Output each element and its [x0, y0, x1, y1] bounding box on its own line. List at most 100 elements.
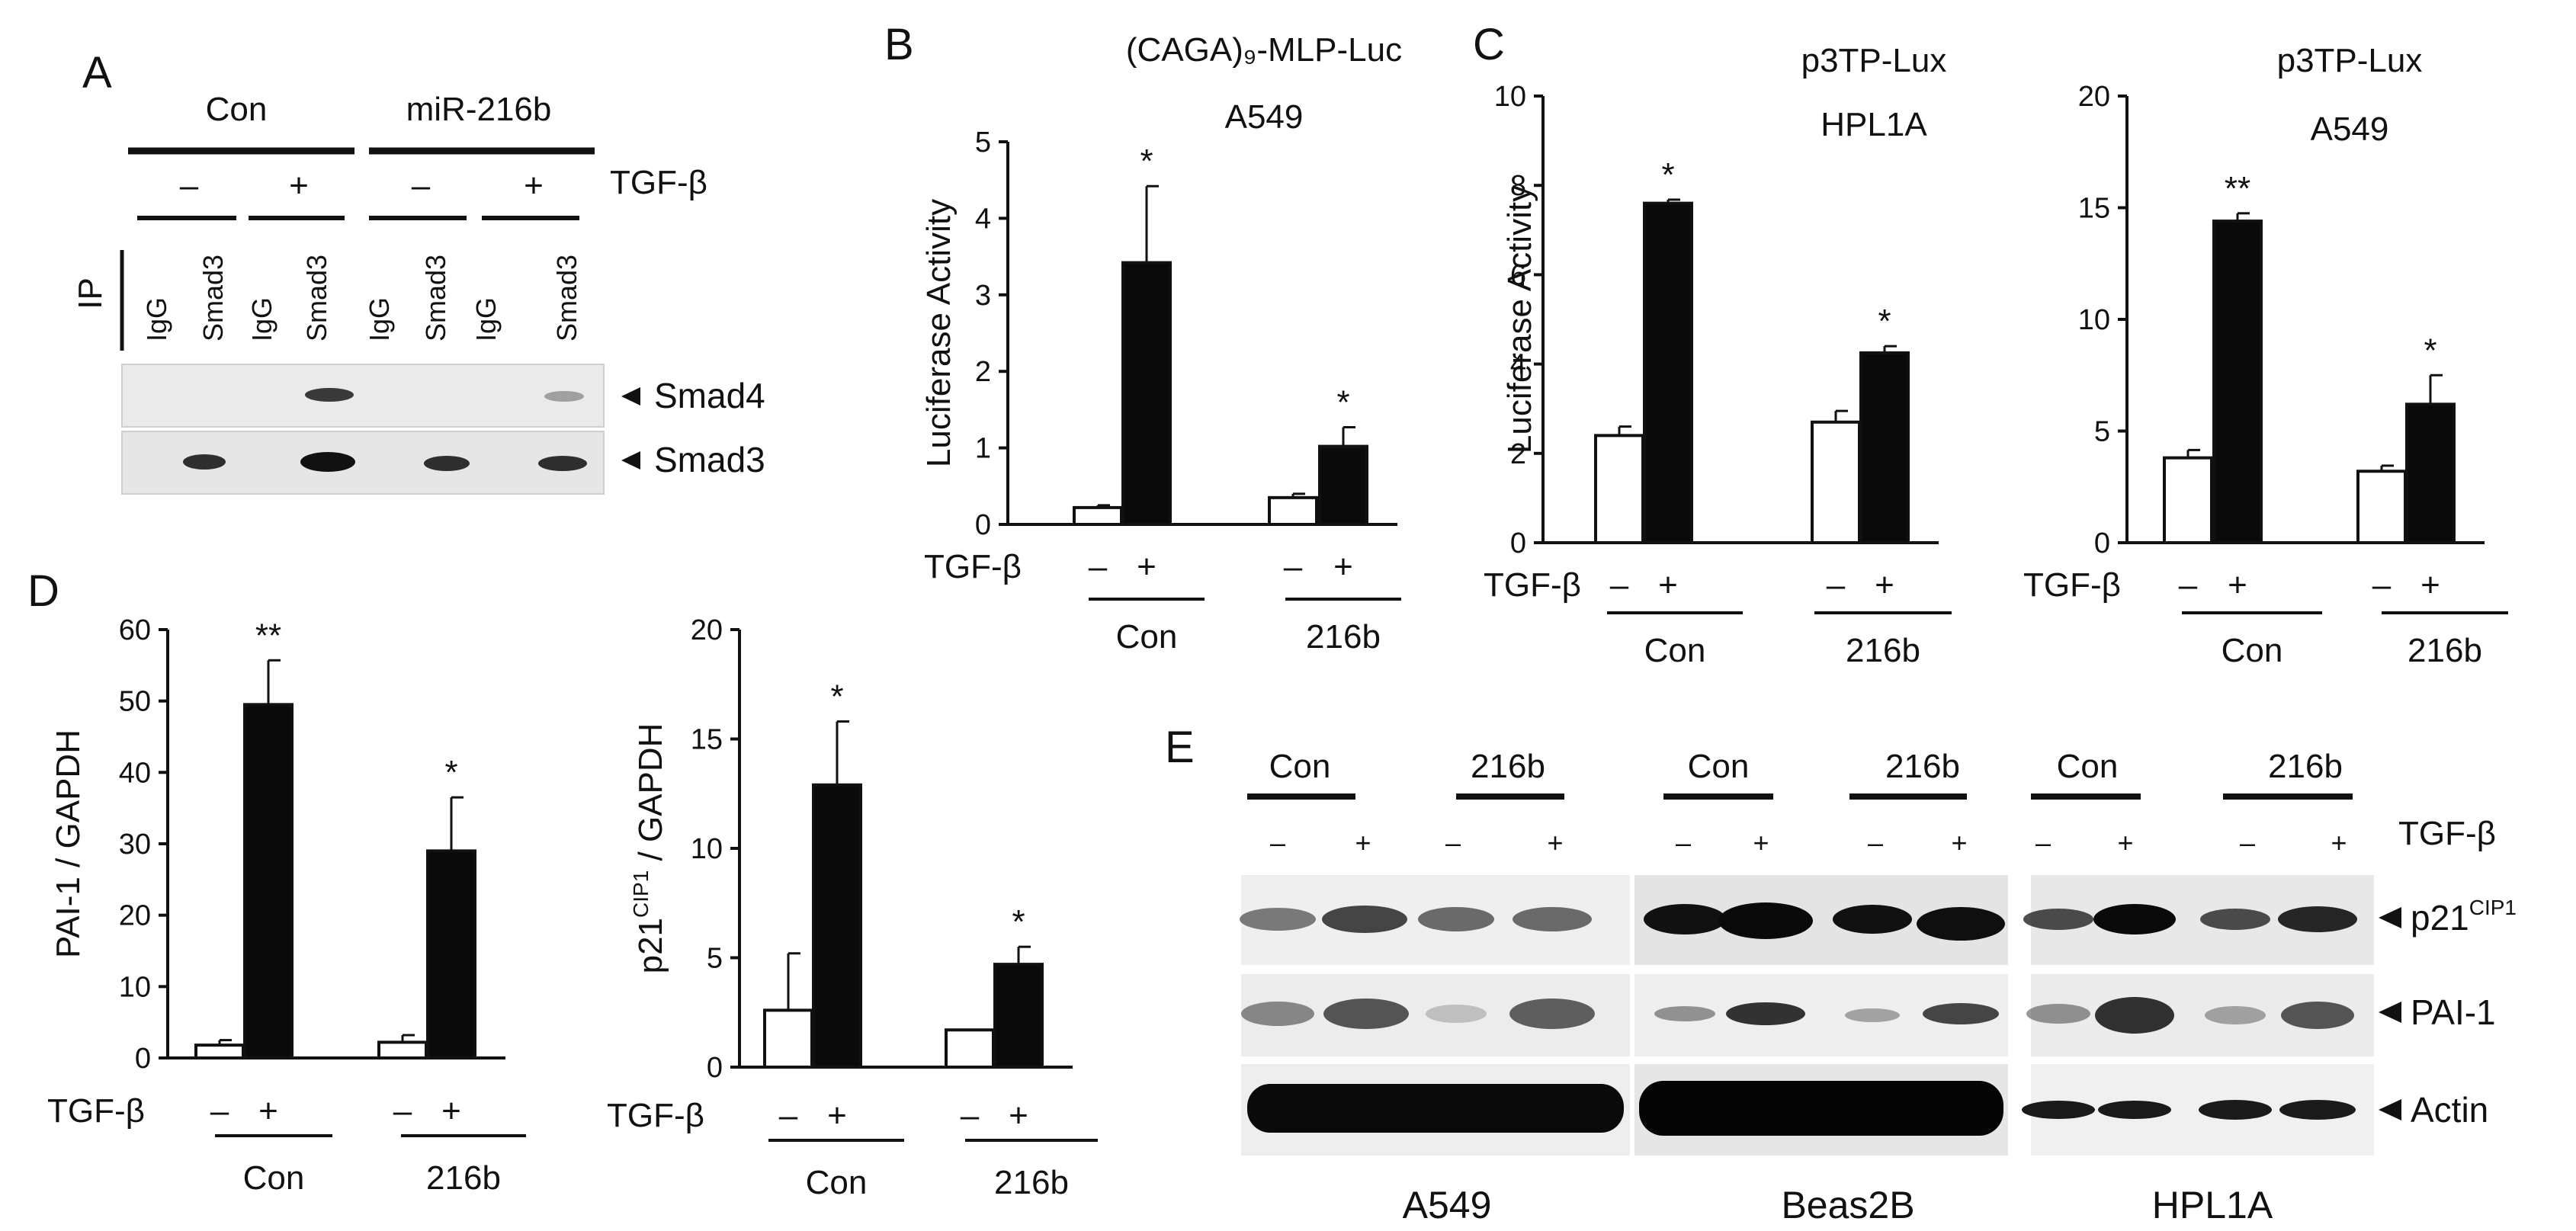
lane-label: IgG [246, 297, 277, 341]
group-label: Con [2222, 632, 2283, 669]
panel-d-letter: D [27, 566, 59, 616]
y-tick-label: 6 [1510, 259, 1526, 291]
blot-band [183, 454, 226, 470]
significance-star: ** [255, 617, 281, 654]
significance-star: * [1661, 156, 1674, 194]
panel-a-sign-1: – [180, 167, 199, 204]
panel-e-treatment-label: TGF-β [2398, 815, 2496, 852]
significance-star: * [1140, 143, 1153, 180]
y-tick-label: 20 [119, 900, 151, 932]
treatment-sign: + [2228, 566, 2247, 604]
bar [812, 783, 862, 1069]
y-tick-label: 10 [119, 971, 151, 1003]
blot-band [424, 456, 470, 471]
panel-e-letter: E [1165, 723, 1195, 772]
treatment-sign: + [1137, 548, 1156, 585]
significance-star: * [1012, 903, 1025, 941]
bar [377, 1040, 428, 1059]
blot-band [2200, 909, 2270, 930]
chart-c-hpl1a: 0 2 4 6 8 10 p3TP-Lux HPL1A Luciferase Activity *… [1484, 42, 1952, 669]
bar [945, 1028, 995, 1069]
blot-band [2205, 1006, 2266, 1024]
significance-star: * [1878, 303, 1891, 340]
group-label: 216b [426, 1159, 501, 1197]
treatment-sign: + [2420, 566, 2440, 604]
lane-label: Smad3 [197, 255, 229, 341]
arrow-left-icon [2379, 1099, 2401, 1120]
bar [1268, 495, 1318, 526]
sign: – [1868, 827, 1883, 858]
sign: + [1355, 827, 1371, 858]
treatment-sign: – [779, 1097, 798, 1134]
y-tick-label: 4 [975, 203, 991, 235]
bar [2163, 456, 2213, 544]
sign: + [1753, 827, 1769, 858]
group-label: Con [1644, 632, 1706, 669]
y-tick-label: 8 [1510, 170, 1526, 202]
blot-band [538, 456, 587, 471]
treatment-sign: + [441, 1092, 461, 1130]
y-tick-label: 0 [1510, 527, 1526, 559]
blot-band [1509, 999, 1595, 1029]
y-tick-label: 0 [707, 1052, 723, 1084]
significance-star: * [444, 754, 457, 791]
chart-b-caga: 0 1 2 3 4 5 (CAGA)₉-MLP-Luc A549 Luciferase Acti… [920, 31, 1402, 656]
group-label: Con [1116, 618, 1178, 656]
bar [1318, 444, 1368, 526]
y-tick-label: 5 [975, 127, 991, 159]
y-tick-label: 1 [975, 433, 991, 465]
y-axis-label: p21CIP1 / GAPDH [629, 723, 669, 974]
panel-c-letter: C [1473, 20, 1505, 69]
panel-e-beas2b-216b: 216b [1885, 748, 1960, 785]
blot-band [1240, 908, 1316, 931]
y-tick-label: 0 [135, 1043, 151, 1075]
panel-e-a549-con: Con [1269, 748, 1331, 785]
sign: + [2331, 827, 2347, 858]
bar [194, 1043, 245, 1060]
sign: + [2117, 827, 2133, 858]
treatment-sign: + [1658, 566, 1678, 604]
y-tick-label: 15 [691, 724, 723, 756]
panel-a-band-smad3: Smad3 [654, 440, 765, 479]
chart-title: (CAGA)₉-MLP-Luc [1126, 31, 1402, 69]
blot-band [2023, 909, 2093, 930]
treatment-label: TGF-β [2023, 566, 2121, 604]
blot-band [1639, 1081, 2003, 1136]
treatment-sign: + [1875, 566, 1894, 604]
y-tick-label: 4 [1510, 349, 1526, 381]
panel-e-band-actin: Actin [2411, 1090, 2488, 1130]
blot-band [2026, 1004, 2090, 1024]
lane-label: Smad3 [551, 255, 582, 341]
sign: – [1676, 827, 1691, 858]
y-tick-label: 10 [1494, 81, 1526, 113]
blot-band [2278, 906, 2357, 932]
chart-title: p3TP-Lux [2277, 42, 2423, 79]
panel-a-letter: A [82, 48, 112, 98]
lane-label: IgG [141, 297, 172, 341]
blot-band [1718, 902, 1813, 939]
bar [2356, 470, 2407, 544]
panel-a-treatment-label: TGF-β [610, 164, 707, 201]
bar [1643, 201, 1693, 544]
y-tick-label: 3 [975, 280, 991, 312]
panel-a-ip-label: IP [72, 277, 109, 309]
sign: – [2240, 827, 2255, 858]
y-tick-label: 2 [975, 356, 991, 388]
bar [763, 1008, 813, 1069]
y-tick-label: 0 [975, 509, 991, 541]
y-tick-label: 20 [2078, 81, 2110, 113]
group-label: Con [806, 1164, 868, 1201]
bar [1859, 351, 1910, 545]
significance-star: * [1336, 383, 1349, 421]
treatment-sign: – [1610, 566, 1629, 604]
panel-a-band-smad4: Smad4 [654, 376, 765, 415]
y-axis-label: PAI-1 / GAPDH [50, 729, 87, 958]
blot-band [1654, 1006, 1715, 1021]
y-tick-label: 60 [119, 614, 151, 646]
sign: – [1270, 827, 1285, 858]
blot-band [2098, 1101, 2171, 1119]
blot-band [1241, 1002, 1314, 1026]
y-tick-label: 10 [2078, 304, 2110, 336]
